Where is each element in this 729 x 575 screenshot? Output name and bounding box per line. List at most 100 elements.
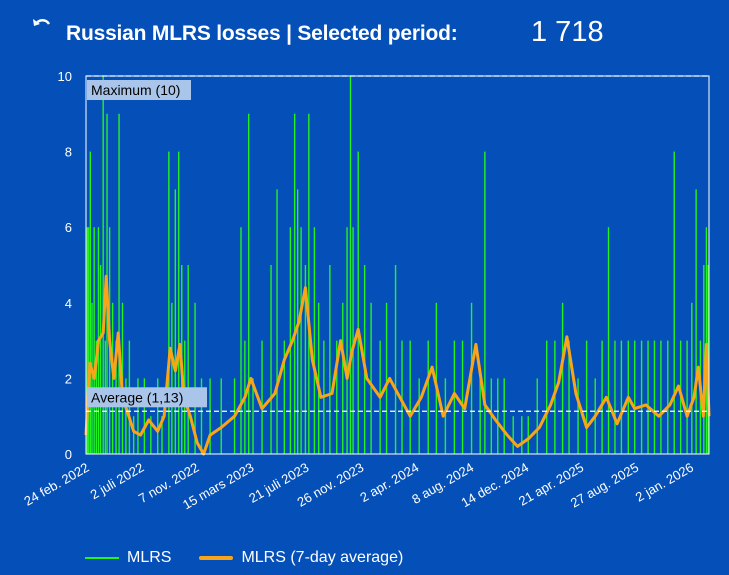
mlrs-bar	[304, 265, 307, 454]
mlrs-bar	[220, 378, 222, 454]
mlrs-bar	[673, 151, 675, 454]
mlrs-bar	[660, 340, 662, 454]
reference-label-box	[87, 387, 207, 408]
mlrs-bar	[546, 340, 548, 454]
mlrs-bar	[453, 340, 456, 454]
mlrs-bar	[352, 227, 354, 454]
mlrs-bar	[503, 378, 505, 454]
y-tick-label: 6	[65, 220, 72, 235]
mlrs-bar	[187, 265, 189, 454]
mlrs-bar	[686, 340, 688, 454]
y-tick-label: 2	[65, 371, 72, 386]
mlrs-bar	[691, 302, 693, 454]
mlrs-bar	[640, 340, 643, 454]
legend-swatch-average	[199, 556, 234, 560]
undo-arrow-icon[interactable]	[30, 14, 54, 38]
mlrs-bar	[703, 265, 705, 454]
mlrs-bar	[385, 302, 388, 454]
y-axis-ticks: 0 2 4 6 8 10	[58, 69, 72, 462]
mlrs-bar	[283, 340, 286, 454]
mlrs-bar	[174, 189, 177, 454]
mlrs-bar	[270, 265, 272, 454]
mlrs-bar	[336, 340, 338, 454]
mlrs-bar	[620, 340, 623, 454]
mlrs-bar	[86, 227, 88, 454]
mlrs-bar	[161, 416, 163, 454]
mlrs-bar	[667, 340, 669, 454]
mlrs-bar	[444, 378, 447, 454]
selected-period-total: 1 718	[531, 16, 604, 48]
plot-frame	[85, 75, 710, 455]
mlrs-bar	[252, 378, 254, 454]
y-tick-label: 8	[65, 145, 72, 160]
mlrs-bar	[536, 378, 538, 454]
mlrs-bar	[118, 113, 120, 455]
mlrs-bar	[346, 227, 348, 454]
mlrs-bar	[585, 340, 588, 454]
mlrs-bar	[87, 227, 90, 454]
mlrs-bar	[293, 113, 296, 455]
mlrs-bar	[357, 151, 359, 454]
mlrs-bar	[240, 227, 242, 454]
mlrs-bar	[401, 340, 403, 454]
mlrs-bar	[289, 227, 292, 454]
mlrs-bar	[89, 151, 91, 454]
chart-title: Russian MLRS losses | Selected period:	[66, 22, 458, 45]
mlrs-bar	[409, 340, 411, 454]
mlrs-bar	[653, 340, 656, 454]
mlrs-bar	[370, 302, 372, 454]
mlrs-bar	[484, 151, 486, 454]
y-tick-label: 0	[65, 447, 72, 462]
legend-swatch-mlrs	[85, 557, 119, 559]
mlrs-bar	[150, 416, 152, 454]
legend-item-mlrs[interactable]: MLRS	[85, 549, 171, 567]
legend-item-average[interactable]: MLRS (7-day average)	[199, 549, 403, 567]
axes-layer	[85, 75, 710, 455]
mlrs-bar	[418, 378, 420, 454]
reference-label: Average (1,13)	[91, 389, 183, 405]
legend-label-mlrs: MLRS	[127, 549, 172, 566]
mlrs-bar	[143, 378, 146, 454]
reference-lines-layer: Maximum (10) Average (1,13)	[86, 75, 709, 412]
mlrs-bar	[300, 227, 302, 454]
average-line	[84, 274, 711, 456]
mlrs-bar	[577, 378, 579, 454]
mlrs-bar	[695, 189, 697, 454]
mlrs-bar	[308, 113, 310, 455]
mlrs-bar	[527, 416, 529, 454]
mlrs-bar	[157, 378, 159, 454]
mlrs-bar	[276, 189, 278, 454]
chart-header: Russian MLRS losses | Selected period: 1…	[0, 0, 729, 66]
mlrs-bar	[427, 340, 429, 454]
reference-label: Maximum (10)	[91, 82, 180, 98]
mlrs-bar	[647, 340, 649, 454]
mlrs-bar	[99, 265, 102, 454]
reference-label-box	[87, 80, 191, 100]
mlrs-bar	[102, 76, 104, 454]
mlrs-bar	[349, 76, 352, 454]
mlrs-bar	[512, 416, 514, 454]
mlrs-bar	[93, 227, 95, 454]
mlrs-bar	[521, 416, 523, 454]
mlrs-bar	[178, 151, 180, 454]
mlrs-bar	[470, 302, 473, 454]
mlrs-bar	[479, 378, 481, 454]
mlrs-bar	[461, 340, 464, 454]
mlrs-bar	[561, 302, 564, 454]
mlrs-bar	[318, 302, 320, 454]
x-tick-label: 2 jan. 2026	[633, 460, 696, 505]
mlrs-bar	[248, 113, 250, 455]
average-line-layer	[84, 274, 711, 456]
mlrs-bar	[614, 340, 616, 454]
legend: MLRS MLRS (7-day average)	[85, 546, 431, 570]
mlrs-bar	[171, 302, 173, 454]
mlrs-bar	[194, 302, 196, 454]
y-tick-label: 4	[65, 296, 72, 311]
x-tick-label: 24 feb. 2022	[21, 460, 91, 509]
mlrs-bar	[313, 227, 316, 454]
mlrs-bar	[568, 340, 570, 454]
mlrs-bar	[125, 378, 127, 454]
mlrs-bar	[209, 378, 211, 454]
mlrs-bar	[607, 227, 610, 454]
